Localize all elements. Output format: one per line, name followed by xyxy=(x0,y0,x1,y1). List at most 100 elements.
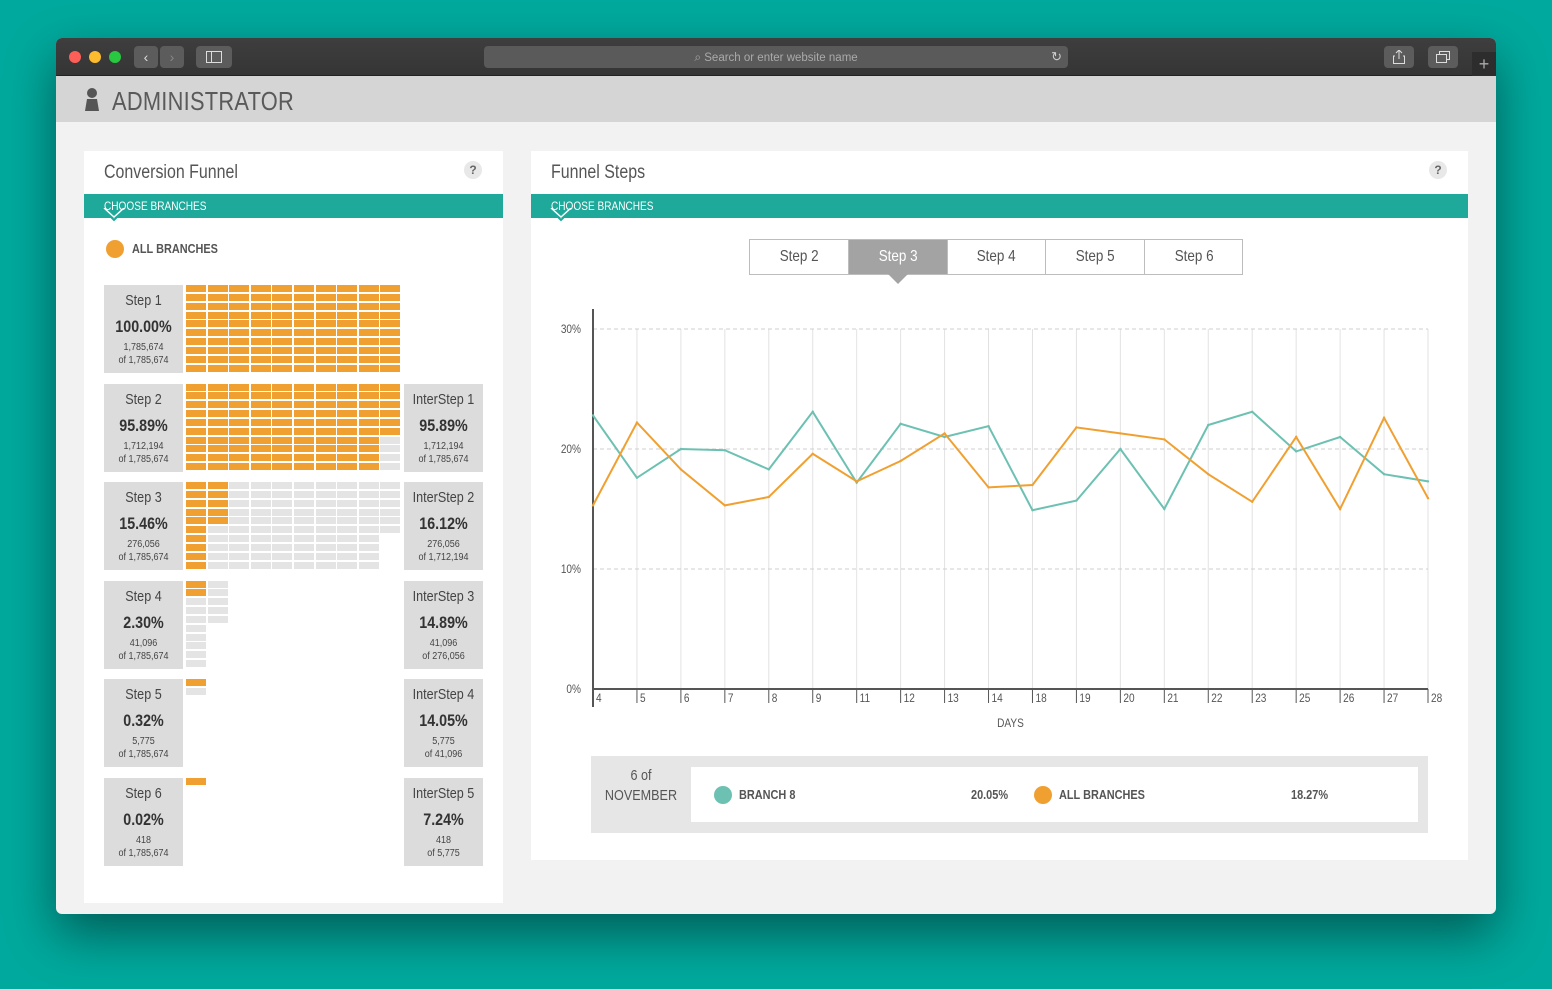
funnel-cell xyxy=(380,392,401,400)
funnel-cell xyxy=(380,329,401,337)
sidebar-toggle-button[interactable] xyxy=(196,46,232,68)
funnel-cell xyxy=(229,482,250,489)
step-2-box: Step 2 95.89% 1,712,194 of 1,785,674 xyxy=(104,383,183,472)
step-3-box: Step 3 15.46% 276,056 of 1,785,674 xyxy=(104,482,183,570)
funnel-cell xyxy=(294,499,314,507)
funnel-cell xyxy=(358,561,379,569)
funnel-cell xyxy=(186,383,206,391)
funnel-cell xyxy=(294,427,314,435)
tab-step-3[interactable]: Step 3 xyxy=(848,240,948,284)
all-branches-label: ALL BRANCHES xyxy=(132,241,218,256)
funnel-cell xyxy=(294,552,314,560)
funnel-cell xyxy=(272,320,293,328)
data-point xyxy=(987,425,990,428)
funnel-cell xyxy=(315,338,336,346)
step-4-box-of: of 1,785,674 xyxy=(118,650,169,662)
data-point xyxy=(987,486,990,489)
funnel-cell xyxy=(337,535,358,543)
funnel-cell xyxy=(229,346,250,354)
funnel-cell xyxy=(207,499,228,507)
data-point xyxy=(723,504,727,507)
data-point xyxy=(1207,423,1210,427)
tab-step-6[interactable]: Step 6 xyxy=(1145,240,1244,274)
funnel-cell xyxy=(337,311,358,319)
funnel-cell xyxy=(250,454,271,462)
data-point xyxy=(591,414,595,417)
interstep-3-box-counts: 41,096 of 276,056 xyxy=(408,637,479,663)
funnel-cell xyxy=(186,418,206,426)
funnel-cell xyxy=(229,543,250,551)
new-tab-button[interactable]: + xyxy=(1472,52,1496,76)
close-window-button[interactable] xyxy=(69,51,81,63)
funnel-cell xyxy=(294,364,314,372)
funnel-cell xyxy=(294,355,314,363)
help-icon[interactable]: ? xyxy=(1429,161,1447,179)
back-button[interactable]: ‹ xyxy=(134,46,158,68)
branch-8-label: BRANCH 8 xyxy=(739,787,796,802)
step-4-box-label: Step 4 xyxy=(125,587,162,605)
data-point xyxy=(1163,438,1166,441)
funnel-cell xyxy=(207,463,228,471)
funnel-cell xyxy=(207,543,228,551)
choose-branches-bar[interactable]: CHOOSE BRANCHES xyxy=(531,194,1468,222)
data-point xyxy=(1075,499,1078,502)
data-point xyxy=(1119,432,1122,435)
help-icon[interactable]: ? xyxy=(464,161,482,179)
step-4-box: Step 4 2.30% 41,096 of 1,785,674 xyxy=(104,580,183,669)
tabs-button[interactable] xyxy=(1428,46,1458,68)
conversion-funnel-panel: Conversion Funnel ? CHOOSE BRANCHES ALL … xyxy=(84,151,503,903)
share-button[interactable] xyxy=(1384,46,1414,68)
funnel-cell xyxy=(337,552,358,560)
funnel-cell xyxy=(229,383,250,391)
funnel-cell xyxy=(294,454,314,462)
funnel-cell xyxy=(315,535,336,543)
funnel-cell xyxy=(207,285,228,292)
data-point xyxy=(635,476,639,479)
funnel-cell xyxy=(272,508,293,516)
step-6-box-of: of 1,785,674 xyxy=(118,847,169,859)
minimize-window-button[interactable] xyxy=(89,51,101,63)
tab-step-2[interactable]: Step 2 xyxy=(750,240,849,274)
funnel-cell xyxy=(250,535,271,543)
funnel-cell xyxy=(229,552,250,560)
funnel-cell xyxy=(272,436,293,444)
funnel-cell xyxy=(229,535,250,543)
tab-step-5[interactable]: Step 5 xyxy=(1046,240,1146,274)
interstep-4-box-percent: 14.05% xyxy=(419,711,468,730)
choose-branches-bar[interactable]: CHOOSE BRANCHES xyxy=(84,194,503,222)
step-3-box-of: of 1,785,674 xyxy=(118,552,169,563)
step-6-box: Step 6 0.02% 418 of 1,785,674 xyxy=(104,777,183,866)
funnel-cell xyxy=(272,285,293,292)
x-tick-label: 13 xyxy=(948,692,959,705)
data-point xyxy=(1207,473,1210,476)
funnel-cell xyxy=(250,285,271,292)
funnel-cell xyxy=(207,427,228,435)
address-bar[interactable]: ⌕ Search or enter website name ↻ xyxy=(484,46,1068,68)
funnel-cell xyxy=(250,499,271,507)
funnel-cell xyxy=(337,427,358,435)
data-point xyxy=(679,447,683,451)
funnel-cell xyxy=(272,552,293,560)
maximize-window-button[interactable] xyxy=(109,51,121,63)
funnel-cell xyxy=(337,392,358,400)
funnel-cell xyxy=(272,561,293,569)
step-3-box-counts: 276,056 of 1,785,674 xyxy=(108,538,179,564)
reload-icon[interactable]: ↻ xyxy=(1051,49,1062,64)
funnel-cell xyxy=(250,401,271,409)
x-tick-label: 28 xyxy=(1431,692,1442,705)
funnel-cell xyxy=(186,463,206,471)
funnel-cell xyxy=(207,329,228,337)
x-tick-label: 23 xyxy=(1255,692,1266,705)
forward-button[interactable]: › xyxy=(160,46,184,68)
funnel-cell xyxy=(358,463,379,471)
funnel-cell xyxy=(358,383,379,391)
interstep-5-box-percent: 7.24% xyxy=(423,809,464,829)
legend-values: BRANCH 8 20.05% ALL BRANCHES 18.27% xyxy=(691,767,1418,822)
data-point xyxy=(1338,435,1342,439)
funnel-cell xyxy=(207,311,228,319)
tab-step-4[interactable]: Step 4 xyxy=(948,240,1047,274)
funnel-cell xyxy=(358,285,379,292)
interstep-1-box-of: of 1,785,674 xyxy=(418,453,469,465)
funnel-cell xyxy=(229,392,250,400)
step-5-box-count: 5,775 xyxy=(132,736,155,747)
